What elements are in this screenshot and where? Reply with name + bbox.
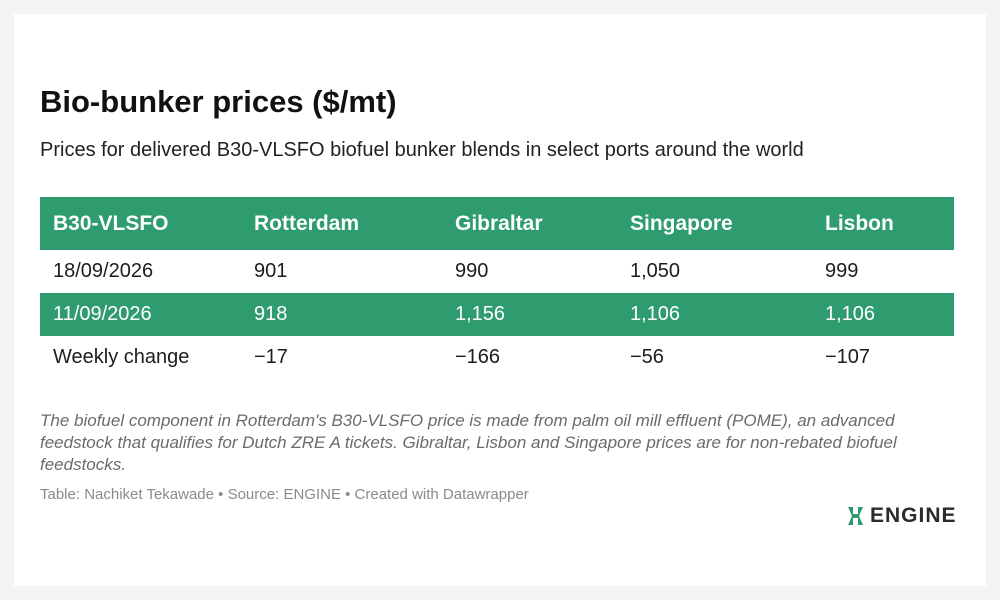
- column-header-lisbon: Lisbon: [812, 197, 954, 250]
- table-cell: Weekly change: [53, 346, 190, 368]
- column-header-b30-vlsfo: B30-VLSFO: [40, 197, 241, 250]
- table-cell: 1,050: [630, 260, 681, 282]
- engine-logo: ENGINE: [846, 504, 957, 528]
- table-cell: 1,106: [812, 293, 954, 336]
- table-cell: 1,156: [442, 293, 617, 336]
- table-cell: −107: [825, 346, 871, 368]
- table-cell: 999: [825, 260, 859, 282]
- table-cell: 1,106: [617, 293, 812, 336]
- table-cell: −17: [254, 346, 288, 368]
- chart-subtitle: Prices for delivered B30-VLSFO biofuel b…: [40, 139, 804, 161]
- table-cell: 990: [455, 260, 489, 282]
- column-header-rotterdam: Rotterdam: [241, 197, 442, 250]
- table-cell: 11/09/2026: [40, 293, 241, 336]
- table-row: Weekly change −17 −166 −56 −107: [40, 336, 954, 379]
- table-row-highlighted: 11/09/2026 918 1,156 1,106 1,106: [40, 293, 954, 336]
- source-credit: Table: Nachiket Tekawade • Source: ENGIN…: [40, 486, 529, 503]
- column-header-gibraltar: Gibraltar: [442, 197, 617, 250]
- table-cell: 901: [254, 260, 288, 282]
- chart-title: Bio-bunker prices ($/mt): [40, 84, 397, 119]
- table-row: 18/09/2026 901 990 1,050 999: [40, 250, 954, 293]
- table-cell: −56: [630, 346, 664, 368]
- footnote: The biofuel component in Rotterdam's B30…: [40, 411, 897, 474]
- table-cell: 918: [241, 293, 442, 336]
- table-cell: 18/09/2026: [53, 260, 154, 282]
- table-header-row: B30-VLSFO Rotterdam Gibraltar Singapore …: [40, 197, 954, 250]
- engine-logo-text: ENGINE: [870, 504, 957, 527]
- table-cell: −166: [455, 346, 501, 368]
- column-header-singapore: Singapore: [617, 197, 812, 250]
- price-table: B30-VLSFO Rotterdam Gibraltar Singapore …: [40, 197, 954, 379]
- engine-logo-icon: [846, 505, 866, 527]
